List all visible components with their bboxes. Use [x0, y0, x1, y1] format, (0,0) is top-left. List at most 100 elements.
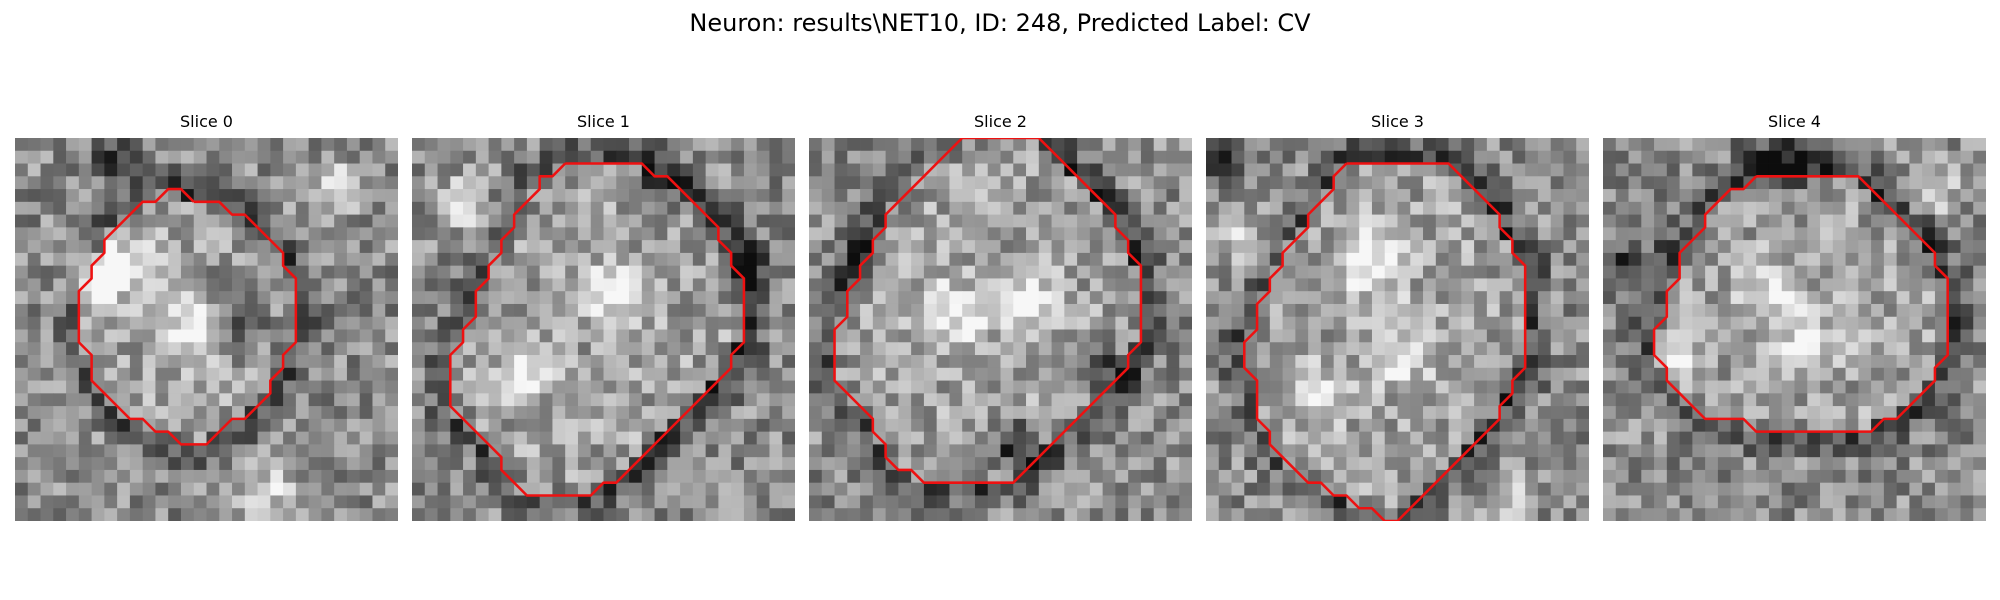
pixel — [1206, 138, 1220, 152]
pixel — [1603, 265, 1617, 279]
pixel — [1269, 201, 1283, 215]
pixel — [475, 138, 489, 152]
pixel — [295, 418, 310, 433]
pixel — [782, 291, 795, 305]
pixel — [1641, 482, 1655, 496]
pixel — [1512, 189, 1526, 203]
pixel — [257, 482, 271, 496]
pixel — [155, 444, 169, 458]
pixel — [641, 176, 655, 190]
pixel — [1858, 355, 1872, 369]
pixel — [1077, 214, 1091, 228]
pixel — [1896, 303, 1910, 318]
pixel — [295, 444, 310, 458]
pixel — [1102, 508, 1116, 521]
pixel — [1153, 227, 1167, 241]
pixel — [1499, 291, 1513, 305]
pixel — [1756, 316, 1770, 330]
pixel — [1282, 508, 1296, 521]
pixel — [295, 316, 310, 330]
pixel — [15, 265, 29, 279]
pixel — [1896, 291, 1910, 305]
pixel — [1563, 393, 1577, 407]
pixel — [1474, 291, 1488, 305]
pixel — [1692, 418, 1706, 433]
pixel — [488, 150, 502, 164]
pixel — [1486, 176, 1501, 190]
pixel — [1384, 406, 1398, 420]
pixel — [731, 240, 745, 254]
pixel — [1346, 291, 1360, 305]
pixel — [1333, 508, 1347, 521]
pixel — [1525, 316, 1539, 330]
pixel — [463, 469, 477, 484]
pixel — [1257, 444, 1271, 458]
pixel — [936, 355, 950, 369]
pixel — [78, 201, 92, 215]
pixel — [346, 418, 361, 433]
pixel — [155, 431, 169, 445]
pixel — [1410, 457, 1424, 471]
pixel — [1140, 316, 1155, 330]
pixel — [847, 240, 861, 254]
pixel — [244, 393, 258, 407]
pixel — [1576, 444, 1589, 458]
pixel — [1922, 214, 1936, 228]
pixel — [66, 469, 80, 484]
pixel — [15, 189, 29, 203]
pixel — [1641, 431, 1655, 445]
pixel — [1820, 495, 1834, 509]
pixel — [53, 482, 67, 496]
pixel — [334, 163, 348, 177]
pixel — [385, 227, 398, 241]
pixel — [1781, 252, 1795, 267]
pixel — [1000, 457, 1014, 471]
pixel — [1461, 418, 1475, 433]
pixel — [1973, 457, 1986, 471]
pixel — [1206, 508, 1220, 521]
pixel — [488, 316, 502, 330]
pixel — [1461, 265, 1475, 279]
pixel — [1397, 355, 1411, 369]
pixel — [834, 252, 848, 267]
pixel — [270, 227, 284, 241]
pixel — [78, 240, 92, 254]
pixel — [1423, 444, 1437, 458]
pixel — [1973, 201, 1986, 215]
pixel — [346, 278, 361, 292]
pixel — [1628, 508, 1642, 521]
pixel — [1026, 329, 1040, 343]
pixel — [1397, 303, 1411, 318]
pixel — [193, 355, 207, 369]
pixel — [1128, 329, 1142, 343]
pixel — [437, 150, 451, 164]
pixel — [1832, 201, 1846, 215]
pixel — [155, 495, 169, 509]
pixel — [1115, 355, 1129, 369]
pixel — [577, 252, 592, 267]
pixel — [1089, 150, 1104, 164]
pixel — [1730, 163, 1744, 177]
pixel — [809, 201, 823, 215]
pixel — [1883, 393, 1898, 407]
pixel — [1038, 201, 1052, 215]
pixel — [1512, 214, 1526, 228]
pixel — [270, 214, 284, 228]
pixel — [1960, 303, 1974, 318]
pixel — [1089, 431, 1104, 445]
pixel — [1038, 252, 1052, 267]
pixel — [1333, 150, 1347, 164]
pixel — [244, 418, 258, 433]
pixel — [206, 303, 220, 318]
pixel — [1346, 214, 1360, 228]
pixel — [244, 316, 258, 330]
pixel — [78, 482, 92, 496]
pixel — [1397, 406, 1411, 420]
pixel — [1295, 329, 1309, 343]
slice-image-0 — [15, 138, 398, 521]
pixel — [1153, 252, 1167, 267]
pixel — [1257, 265, 1271, 279]
pixel — [1410, 201, 1424, 215]
pixel — [1845, 316, 1859, 330]
pixel — [1153, 214, 1167, 228]
